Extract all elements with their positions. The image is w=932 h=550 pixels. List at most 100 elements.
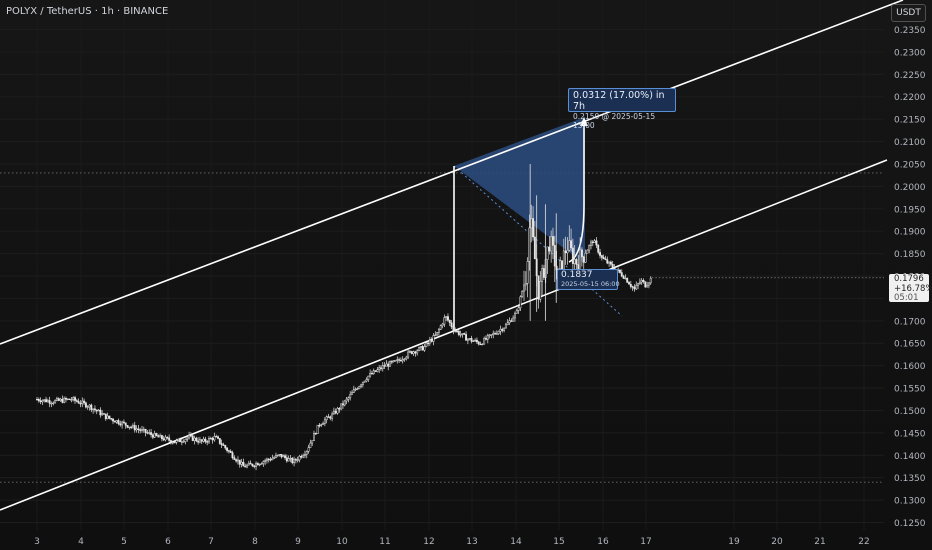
candle-body — [141, 429, 143, 431]
candle-body — [334, 410, 337, 414]
candle-body — [155, 433, 158, 436]
candle-body — [633, 286, 636, 290]
candle-body — [524, 283, 527, 286]
candle-body — [624, 277, 627, 280]
candle-body — [553, 245, 556, 267]
candle-body — [217, 436, 219, 439]
y-tick-label: 0.1900 — [894, 228, 926, 238]
candle-body — [421, 346, 424, 351]
candle-body — [251, 463, 254, 467]
symbol-title[interactable]: POLYX / TetherUS · 1h · BINANCE — [6, 6, 169, 17]
candle-body — [640, 279, 643, 283]
candle-body — [466, 338, 469, 341]
candle-body — [591, 241, 594, 244]
candle-body — [514, 313, 516, 319]
candle-body — [298, 456, 301, 461]
candle-body — [414, 351, 417, 354]
measure-change: 0.0312 (17.00%) in 7h — [573, 90, 665, 112]
candle-body — [570, 240, 573, 249]
candle-body — [383, 365, 386, 367]
candle-body — [590, 241, 592, 246]
candle-body — [423, 346, 426, 351]
candle-body — [629, 284, 632, 287]
candle-body — [265, 458, 268, 461]
candle-body — [157, 435, 160, 438]
candle-body — [381, 365, 384, 369]
candle-body — [620, 272, 623, 277]
candle-body — [552, 236, 554, 246]
candle-body — [305, 451, 308, 455]
candle-body — [532, 218, 535, 238]
candle-body — [533, 236, 536, 260]
y-tick-label: 0.1550 — [894, 385, 926, 395]
candle-body — [43, 399, 46, 401]
candle-body — [329, 416, 332, 419]
candle-body — [459, 334, 462, 336]
candle-body — [74, 397, 76, 401]
candle-body — [302, 455, 305, 458]
candle-body — [255, 463, 258, 467]
candle-body — [166, 436, 169, 439]
candle-body — [399, 360, 402, 362]
candle-body — [294, 459, 297, 461]
candle-body — [512, 317, 515, 322]
candle-body — [128, 426, 131, 429]
candle-body — [133, 425, 136, 431]
candle-body — [416, 350, 419, 354]
candle-body — [227, 450, 230, 452]
candle-body — [39, 400, 42, 403]
x-tick-label: 20 — [771, 537, 783, 547]
candle-body — [470, 338, 473, 342]
x-tick-label: 7 — [208, 537, 214, 547]
candle-body — [392, 360, 395, 362]
candle-body — [635, 285, 638, 290]
candle-body — [50, 403, 53, 405]
candle-body — [260, 463, 263, 465]
candle-body — [611, 263, 614, 268]
candle-body — [188, 435, 191, 439]
candle-body — [510, 320, 513, 322]
candle-body — [358, 386, 361, 389]
candle-body — [63, 397, 66, 403]
x-tick-label: 10 — [336, 537, 348, 547]
candle-body — [606, 259, 609, 264]
candle-body — [457, 330, 460, 335]
candle-body — [130, 426, 133, 429]
trend-channel[interactable] — [0, 0, 904, 511]
candle-body — [95, 409, 98, 412]
candle-body — [597, 244, 600, 253]
candle-body — [434, 334, 437, 336]
candle-body — [200, 439, 203, 442]
candle-body — [523, 284, 525, 292]
candle-body — [191, 435, 194, 441]
time-axis[interactable]: 3 4 5 6 7 8 9 10 11 12 13 14 15 16 17 19 20 21 22 — [34, 537, 870, 547]
candle-body — [550, 236, 553, 252]
candle-body — [59, 398, 62, 401]
candle-body — [182, 441, 185, 443]
candle-body — [644, 281, 647, 288]
candle-body — [93, 408, 96, 411]
candle-body — [419, 346, 422, 348]
candle-body — [343, 400, 346, 406]
candle-body — [352, 389, 355, 393]
candle-body — [195, 437, 198, 442]
currency-badge[interactable]: USDT — [891, 4, 926, 22]
candle-body — [385, 363, 388, 367]
candle-body — [101, 413, 104, 416]
candle-body — [465, 334, 468, 341]
candle-body — [405, 356, 408, 360]
candle-body — [54, 400, 57, 404]
candle-body — [249, 462, 252, 465]
candle-body — [647, 282, 650, 286]
x-tick-label: 6 — [165, 537, 171, 547]
candle-body — [593, 240, 596, 243]
candle-body — [347, 397, 350, 400]
candle-body — [68, 398, 71, 401]
candle-body — [237, 459, 239, 462]
candle-body — [499, 328, 502, 332]
candle-body — [599, 252, 601, 256]
candle-body — [450, 322, 453, 328]
candle-body — [84, 402, 87, 408]
